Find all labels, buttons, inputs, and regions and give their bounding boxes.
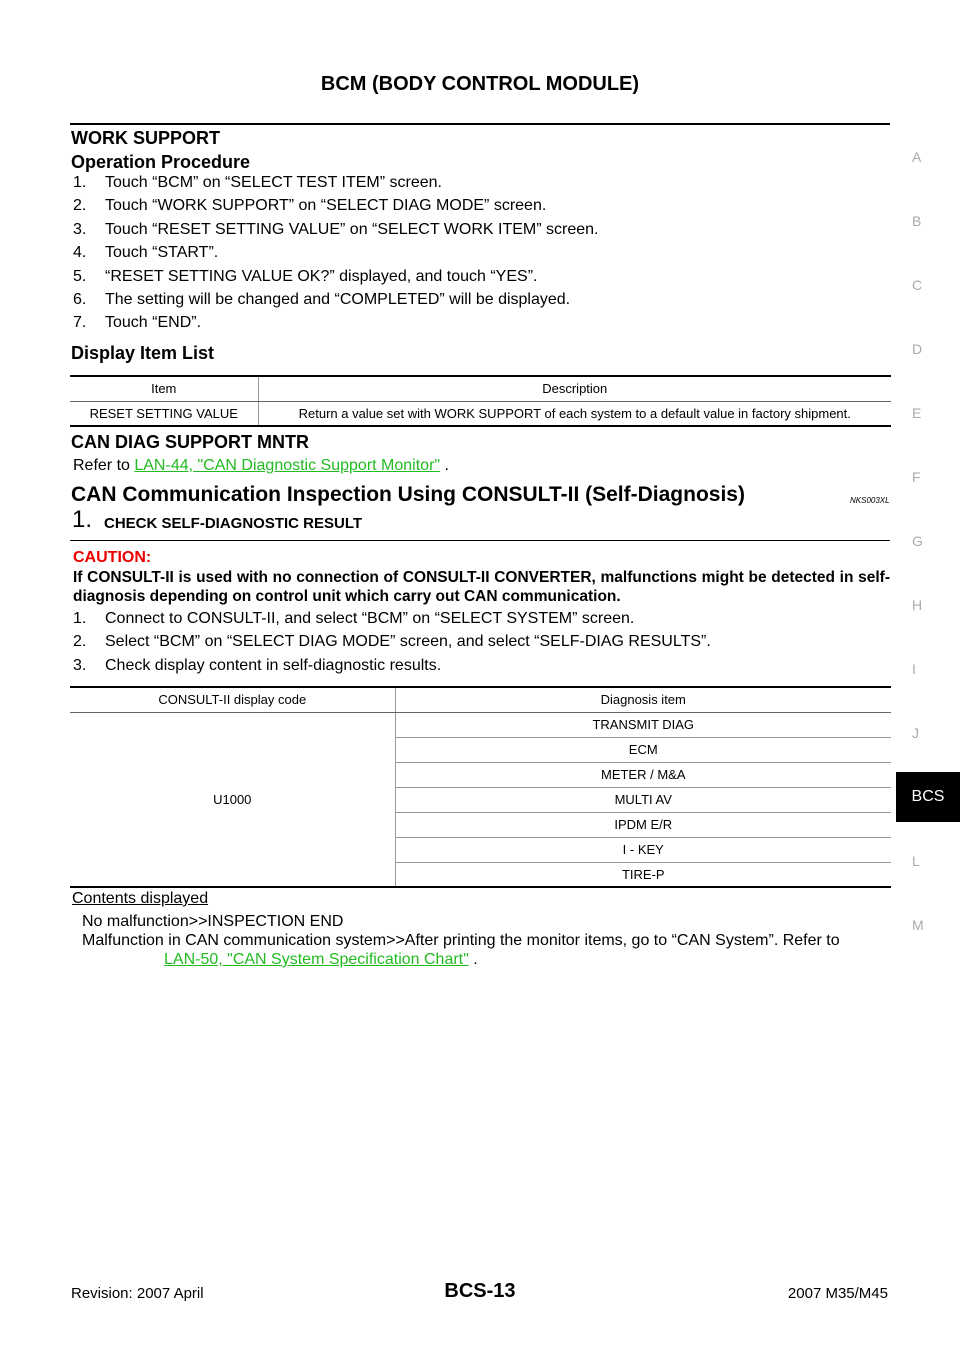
item-number: 2. (73, 197, 87, 215)
caution-text: If CONSULT-II is used with no connection… (73, 569, 890, 605)
step-number: 1. (72, 506, 93, 533)
text: . (440, 457, 449, 474)
table-row: METER / M&A (70, 762, 891, 788)
cell: MULTI AV (395, 787, 891, 813)
item-number: 1. (73, 174, 87, 191)
table-row: TIRE-P (70, 862, 891, 887)
section-heading: CAN Communication Inspection Using CONSU… (71, 483, 745, 506)
result-text: Malfunction in CAN communication system>… (82, 932, 840, 949)
item-text: Touch “END”. (105, 314, 202, 332)
divider (70, 540, 890, 541)
contents-label: Contents displayed (72, 890, 209, 907)
table-row: IPDM E/R (70, 812, 891, 838)
divider (70, 123, 890, 125)
list-item: 2. Select “BCM” on “SELECT DIAG MODE” scr… (73, 633, 711, 651)
table-row: ECM (70, 737, 891, 763)
subheading: Display Item List (71, 343, 215, 363)
result-text: No malfunction>>INSPECTION END (82, 913, 344, 930)
list-item: 3. Check display content in self-diagnost… (73, 657, 441, 675)
column-header: CONSULT-II display code (70, 687, 396, 713)
diagnosis-table: CONSULT-II display code Diagnosis item U1… (70, 686, 891, 888)
item-text: Touch “WORK SUPPORT” on “SELECT DIAG MOD… (105, 197, 547, 215)
table-row: RESET SETTING VALUE Return a value set wi… (70, 401, 891, 426)
side-index-letter: J (912, 725, 919, 741)
side-index-letter: B (912, 213, 922, 229)
item-text: The setting will be changed and “COMPLET… (105, 291, 571, 308)
item-number: 4. (73, 244, 87, 262)
item-text: Touch “START”. (105, 244, 219, 262)
list-item: 4. Touch “START”. (73, 244, 218, 262)
cell: METER / M&A (395, 762, 891, 788)
column-header: Diagnosis item (395, 687, 891, 713)
side-index-letter: A (912, 149, 922, 165)
caution-label: CAUTION: (73, 549, 152, 566)
section-heading: WORK SUPPORT (71, 128, 221, 148)
side-index-letter: I (912, 661, 916, 677)
column-header: Description (258, 376, 891, 402)
item-number: 3. (73, 656, 87, 674)
table-row: MULTI AV (70, 787, 891, 813)
page-number: BCS-13 (444, 1280, 516, 1302)
list-item: 2. Touch “WORK SUPPORT” on “SELECT DIAG M… (73, 197, 546, 215)
item-number: 6. (73, 291, 87, 308)
side-index-letter: G (912, 533, 923, 549)
side-index-letter: L (912, 853, 920, 869)
link-lan-44[interactable]: LAN-44, "CAN Diagnostic Support Monitor" (134, 457, 441, 474)
display-item-table: Item Description RESET SETTING VALUE Retur… (70, 375, 891, 427)
list-item: 7. Touch “END”. (73, 314, 201, 332)
item-number: 3. (73, 220, 87, 238)
list-item: 5. “RESET SETTING VALUE OK?” displayed, a… (73, 268, 537, 286)
side-index-letter: C (912, 277, 923, 293)
item-number: 7. (73, 314, 87, 332)
item-text: “RESET SETTING VALUE OK?” displayed, and… (105, 267, 538, 285)
link-lan-50[interactable]: LAN-50, "CAN System Specification Chart" (164, 951, 469, 968)
revision: Revision: 2007 April (71, 1285, 204, 1302)
side-index-letter: E (912, 405, 922, 421)
cell: TIRE-P (621, 866, 665, 882)
column-header: Item (70, 376, 259, 402)
list-item: 1. Touch “BCM” on “SELECT TEST ITEM” scre… (73, 174, 442, 192)
list-item: 3. Touch “RESET SETTING VALUE” on “SELECT… (73, 221, 598, 239)
cell: I - KEY (395, 837, 891, 863)
item-number: 2. (73, 633, 87, 651)
side-index-letter: H (912, 597, 923, 613)
text: . (468, 951, 478, 968)
item-text: Check display content in self-diagnostic… (105, 656, 442, 674)
cell: TRANSMIT DIAG (395, 712, 891, 738)
subheading: CAN DIAG SUPPORT MNTR (71, 432, 309, 452)
list-item: 1. Connect to CONSULT-II, and select “BCM… (73, 610, 634, 628)
item-text: Touch “RESET SETTING VALUE” on “SELECT W… (105, 220, 599, 238)
list-item: 6. The setting will be changed and “COMPL… (73, 291, 570, 309)
subheading: Operation Procedure (71, 152, 251, 172)
cell: IPDM E/R (395, 812, 891, 838)
step-title: CHECK SELF-DIAGNOSTIC RESULT (104, 515, 363, 532)
side-tab-active: BCS (896, 772, 960, 822)
doc-code: NKS003XL (850, 496, 890, 505)
table-row: I - KEY (70, 837, 891, 863)
item-text: Select “BCM” on “SELECT DIAG MODE” scree… (105, 633, 711, 651)
text: Refer to (73, 457, 135, 474)
item-text: Connect to CONSULT-II, and select “BCM” … (105, 610, 635, 627)
side-index-letter: M (912, 917, 924, 933)
page-title: BCM (BODY CONTROL MODULE) (320, 73, 640, 95)
table-row: U1000 TRANSMIT DIAG (70, 712, 891, 887)
item-number: 5. (73, 267, 87, 285)
cell: ECM (395, 737, 891, 763)
side-index-letter: F (912, 469, 921, 485)
side-index-letter: D (912, 341, 923, 357)
cell: Return a value set with WORK SUPPORT of … (298, 405, 851, 421)
cell: U1000 (70, 712, 396, 887)
model: 2007 M35/M45 (787, 1285, 888, 1302)
item-number: 1. (73, 610, 87, 627)
cell: RESET SETTING VALUE (70, 401, 259, 426)
item-text: Touch “BCM” on “SELECT TEST ITEM” screen… (105, 174, 442, 191)
